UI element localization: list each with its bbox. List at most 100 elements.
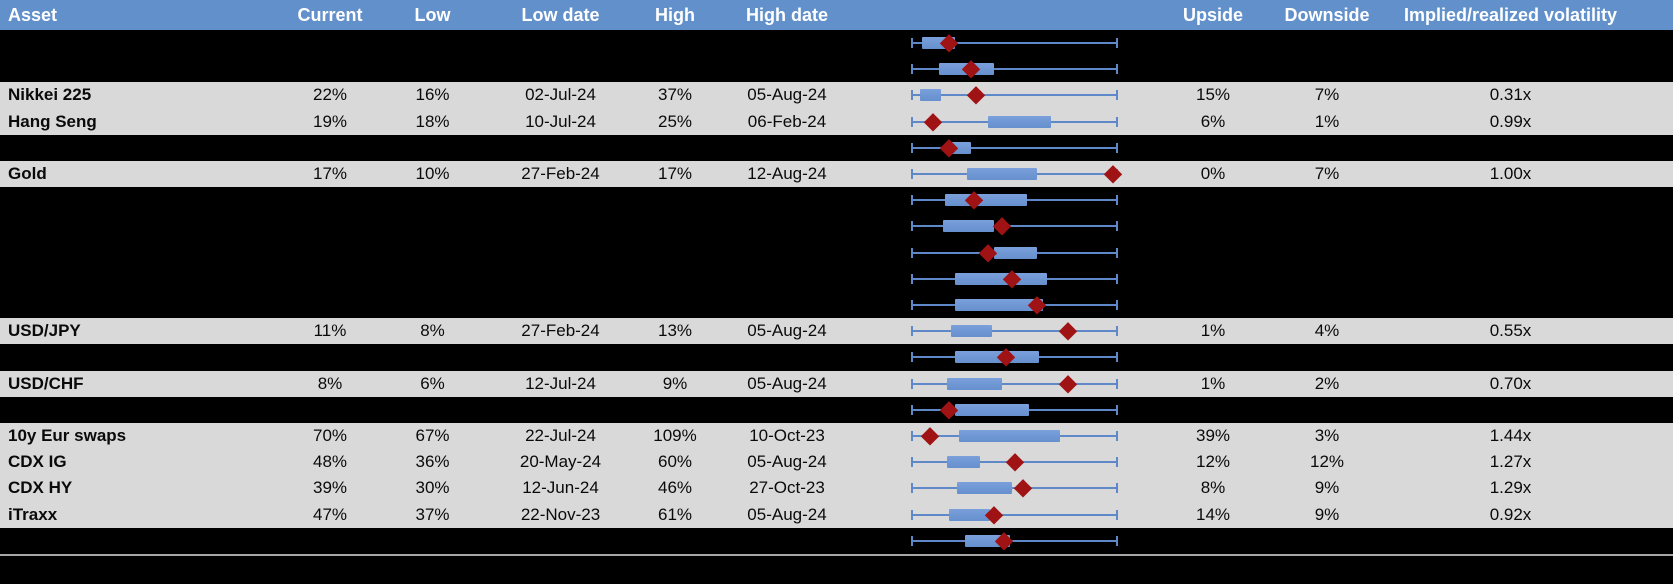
whisker-cap-left — [911, 483, 913, 494]
cell-downside: 4% — [1314, 321, 1340, 341]
cell-asset: USD/CHF — [8, 373, 84, 393]
whisker-cap-right — [1116, 142, 1118, 153]
whisker-line — [912, 146, 1117, 149]
table-row: CDX HY 39% 30% 12-Jun-24 46% 27-Oct-23 8% 9% 1.2… — [0, 475, 1673, 502]
cell-high: 109% — [653, 426, 697, 445]
cell-low: 6% — [420, 373, 445, 393]
header-asset: Asset — [8, 5, 58, 25]
table-row: Gold 17% 10% 27-Feb-24 17% 12-Aug-24 0% 7% 1.00x — [0, 161, 1673, 188]
table-row: USD/JPY 11% 8% 27-Feb-24 13% 05-Aug-24 1% 4% 0.5… — [0, 318, 1673, 345]
whisker-cap-right — [1116, 116, 1118, 127]
interquartile-box — [987, 115, 1052, 128]
cell-upside: 15% — [1195, 85, 1231, 105]
range-boxplot-chart — [911, 56, 1118, 82]
whisker-cap-left — [911, 169, 913, 180]
cell-ivol: 0.99x — [1489, 111, 1532, 131]
cell-high: 60% — [657, 452, 693, 472]
cell-high-date: 06-Feb-24 — [747, 111, 827, 131]
interquartile-box — [942, 220, 994, 233]
header-high-date: High date — [745, 5, 828, 25]
whisker-cap-right — [1116, 457, 1118, 468]
range-boxplot-chart — [911, 292, 1118, 318]
bottom-divider-line — [0, 554, 1673, 556]
current-level-diamond-icon — [1104, 165, 1122, 183]
cell-low: 36% — [415, 452, 450, 472]
interquartile-box — [955, 403, 1029, 416]
cell-upside: 0% — [1200, 164, 1226, 183]
interquartile-box — [948, 508, 990, 521]
current-level-diamond-icon — [993, 217, 1012, 236]
cell-ivol: 0.70x — [1489, 373, 1532, 393]
current-level-diamond-icon — [921, 427, 940, 445]
interquartile-box — [920, 89, 941, 102]
whisker-cap-right — [1116, 352, 1118, 363]
cell-high-date: 05-Aug-24 — [747, 452, 827, 472]
range-boxplot-chart — [911, 475, 1118, 501]
interquartile-box — [957, 482, 1013, 495]
whisker-cap-right — [1116, 509, 1118, 520]
cell-downside: 12% — [1309, 452, 1345, 472]
whisker-cap-left — [911, 378, 913, 389]
cell-downside: 7% — [1314, 164, 1340, 183]
whisker-cap-right — [1116, 535, 1118, 546]
range-boxplot-chart — [911, 30, 1118, 56]
cell-current: 47% — [312, 504, 348, 524]
interquartile-box — [955, 351, 1040, 364]
interquartile-box — [967, 168, 1038, 181]
current-level-diamond-icon — [923, 112, 942, 131]
whisker-cap-left — [911, 273, 913, 284]
header-low-date: Low date — [521, 5, 600, 25]
range-boxplot-chart — [911, 161, 1122, 187]
range-boxplot-chart — [911, 187, 1118, 213]
cell-downside: 9% — [1314, 504, 1340, 524]
header-high: High — [655, 5, 695, 25]
table-row-redacted — [0, 30, 1673, 57]
range-boxplot-chart — [911, 213, 1118, 239]
cell-low-date: 12-Jun-24 — [522, 478, 599, 498]
cell-current: 8% — [317, 373, 343, 393]
cell-high: 13% — [657, 321, 693, 341]
whisker-cap-right — [1116, 221, 1118, 232]
cell-current: 17% — [312, 164, 348, 183]
cell-ivol: 1.29x — [1489, 478, 1532, 498]
whisker-cap-left — [911, 352, 913, 363]
cell-upside: 1% — [1200, 321, 1226, 341]
cell-ivol: 1.44x — [1489, 426, 1532, 445]
whisker-cap-right — [1116, 38, 1118, 49]
table-row-redacted — [0, 292, 1673, 319]
cell-upside: 39% — [1195, 426, 1231, 445]
cell-high: 46% — [657, 478, 693, 498]
range-boxplot-chart — [911, 240, 1118, 266]
cell-high-date: 12-Aug-24 — [747, 164, 827, 183]
interquartile-box — [946, 377, 1003, 390]
cell-downside: 2% — [1314, 373, 1340, 393]
table-row: USD/CHF 8% 6% 12-Jul-24 9% 05-Aug-24 1% 2% 0.70x — [0, 370, 1673, 397]
cell-high-date: 05-Aug-24 — [747, 85, 827, 105]
whisker-line — [912, 42, 1117, 45]
whisker-cap-left — [911, 116, 913, 127]
whisker-cap-right — [1116, 404, 1118, 415]
range-boxplot-chart — [911, 502, 1118, 528]
interquartile-box — [959, 430, 1060, 443]
cell-upside: 1% — [1200, 373, 1226, 393]
cell-high: 37% — [657, 85, 693, 105]
whisker-cap-right — [1116, 273, 1118, 284]
cell-asset: USD/JPY — [8, 321, 81, 341]
table-row-redacted — [0, 527, 1673, 554]
cell-asset: Nikkei 225 — [8, 85, 92, 105]
table-row-redacted — [0, 56, 1673, 83]
cell-current: 22% — [312, 85, 348, 105]
whisker-cap-left — [911, 64, 913, 75]
table-row-redacted — [0, 134, 1673, 161]
cell-high: 25% — [657, 111, 693, 131]
whisker-cap-left — [911, 509, 913, 520]
cell-ivol: 0.31x — [1489, 85, 1532, 105]
whisker-line — [912, 513, 1117, 516]
whisker-cap-left — [911, 535, 913, 546]
whisker-cap-right — [1116, 247, 1118, 258]
cell-upside: 8% — [1200, 478, 1226, 498]
cell-current: 11% — [313, 321, 347, 341]
cell-low: 37% — [415, 504, 450, 524]
cell-low: 30% — [415, 478, 450, 498]
